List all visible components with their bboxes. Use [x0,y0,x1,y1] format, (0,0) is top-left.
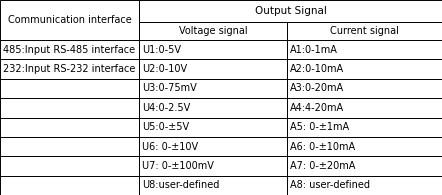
Bar [139,118,287,137]
Bar [0,176,139,195]
Text: Voltage signal: Voltage signal [179,26,248,36]
Text: 485:Input RS-485 interface: 485:Input RS-485 interface [3,45,135,55]
Text: A3:0-20mA: A3:0-20mA [290,83,344,93]
Text: U4:0-2.5V: U4:0-2.5V [142,103,191,113]
Bar [139,59,287,79]
Text: A7: 0-±20mA: A7: 0-±20mA [290,161,356,171]
Bar [0,79,139,98]
Text: Communication interface: Communication interface [8,15,131,25]
Bar [139,0,442,22]
Bar [287,22,442,40]
Bar [287,118,442,137]
Text: U2:0-10V: U2:0-10V [142,64,187,74]
Bar [139,156,287,176]
Bar [287,156,442,176]
Text: U7: 0-±100mV: U7: 0-±100mV [142,161,214,171]
Bar [0,156,139,176]
Bar [139,79,287,98]
Bar [0,98,139,118]
Text: U8:user-defined: U8:user-defined [142,180,220,190]
Text: Current signal: Current signal [330,26,399,36]
Bar [287,59,442,79]
Text: A4:4-20mA: A4:4-20mA [290,103,344,113]
Text: A2:0-10mA: A2:0-10mA [290,64,344,74]
Bar [0,0,139,40]
Bar [287,40,442,59]
Bar [287,137,442,156]
Bar [0,137,139,156]
Bar [0,59,139,79]
Bar [139,98,287,118]
Text: U3:0-75mV: U3:0-75mV [142,83,197,93]
Bar [0,40,139,59]
Bar [287,79,442,98]
Text: Output Signal: Output Signal [255,6,327,16]
Bar [287,176,442,195]
Bar [139,176,287,195]
Bar [287,98,442,118]
Text: A6: 0-±10mA: A6: 0-±10mA [290,142,355,152]
Text: U1:0-5V: U1:0-5V [142,45,181,55]
Text: A1:0-1mA: A1:0-1mA [290,45,338,55]
Bar [0,118,139,137]
Text: U5:0-±5V: U5:0-±5V [142,122,189,132]
Text: A8: user-defined: A8: user-defined [290,180,370,190]
Bar [139,40,287,59]
Text: U6: 0-±10V: U6: 0-±10V [142,142,198,152]
Text: A5: 0-±1mA: A5: 0-±1mA [290,122,350,132]
Bar [139,22,287,40]
Bar [139,137,287,156]
Text: 232:Input RS-232 interface: 232:Input RS-232 interface [3,64,135,74]
